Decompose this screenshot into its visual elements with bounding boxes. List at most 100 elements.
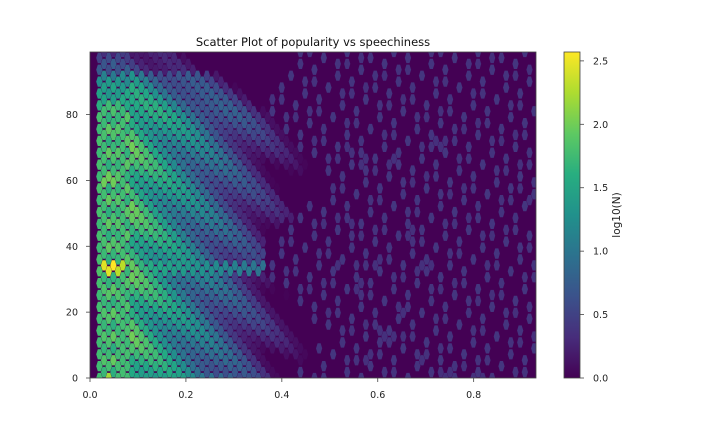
hexbin-cell xyxy=(161,112,168,123)
hexbin-cell xyxy=(451,361,458,372)
hexbin-cell xyxy=(100,343,108,354)
hexbin-cell xyxy=(96,52,103,64)
hexbin-cell xyxy=(203,236,210,247)
hexbin-cell xyxy=(166,106,173,117)
hexbin-cell xyxy=(395,230,402,241)
hexbin-cell xyxy=(189,313,196,324)
hexbin-cell xyxy=(503,70,510,81)
hexbin-cell xyxy=(521,129,528,141)
hexbin-cell xyxy=(526,385,532,395)
hexbin-cell xyxy=(241,189,248,200)
hexbin-cell xyxy=(176,379,182,389)
hexbin-cell xyxy=(535,223,536,225)
hexbin-cell xyxy=(278,236,285,247)
hexbin-cell xyxy=(535,306,536,308)
hexbin-cell xyxy=(208,278,215,289)
hexbin-cell xyxy=(185,165,192,176)
hexbin-cell xyxy=(517,100,524,111)
hexbin-cell xyxy=(348,159,355,170)
hexbin-cell xyxy=(512,366,519,378)
hexbin-cell xyxy=(157,212,164,224)
hexbin-cell xyxy=(297,153,304,164)
hexbin-cell xyxy=(222,129,229,141)
hexbin-cell xyxy=(245,361,253,372)
hexbin-cell xyxy=(199,325,206,336)
hexbin-cell xyxy=(133,337,140,348)
hexbin-cell xyxy=(213,379,219,389)
hexbin-cell xyxy=(161,325,168,336)
hexbin-cell xyxy=(231,260,239,271)
hexbin-cell xyxy=(152,171,159,182)
hexbin-cell xyxy=(259,366,267,378)
hexbin-cell xyxy=(456,165,463,176)
hexbin-cell xyxy=(199,278,206,289)
hexbin-cell xyxy=(264,147,271,158)
hexbin-cell xyxy=(302,159,309,170)
hexbin-cell xyxy=(96,64,103,75)
hexbin-cell xyxy=(152,195,159,206)
hexbin-cell xyxy=(189,76,196,87)
hexbin-cell xyxy=(133,88,140,99)
hexbin-cell xyxy=(185,248,192,259)
hexbin-cell xyxy=(231,355,239,366)
hexbin-cell xyxy=(372,70,379,81)
hexbin-cell xyxy=(292,337,299,348)
hexbin-cell xyxy=(479,313,486,324)
hexbin-cell xyxy=(231,141,239,152)
hexbin-cell xyxy=(119,82,126,93)
hexbin-cell xyxy=(138,35,144,45)
hexbin-cell xyxy=(386,171,393,182)
hexbin-cell xyxy=(147,82,154,93)
hexbin-cell xyxy=(306,284,313,295)
hexbin-cell xyxy=(105,159,112,170)
hexbin-cell xyxy=(479,242,486,253)
hexbin-cell xyxy=(390,284,397,295)
hexbin-cell xyxy=(129,52,136,58)
hexbin-cell xyxy=(306,52,313,58)
hexbin-cell xyxy=(442,135,449,146)
hexbin-cell xyxy=(292,147,299,158)
hexbin-cell xyxy=(381,224,388,235)
hexbin-cell xyxy=(227,135,234,146)
hexbin-cell xyxy=(475,58,482,69)
hexbin-cell xyxy=(166,118,173,129)
hexbin-cell xyxy=(311,76,318,87)
hexbin-cell xyxy=(217,372,224,378)
hexbin-cell xyxy=(223,379,229,389)
hexbin-cell xyxy=(437,366,444,378)
hexbin-cell xyxy=(138,379,144,389)
hexbin-cell xyxy=(119,284,126,295)
hexbin-cell xyxy=(147,331,154,342)
hexbin-cell xyxy=(245,171,253,182)
hexbin-cell xyxy=(171,206,178,218)
hexbin-cell xyxy=(475,212,482,224)
hexbin-cell xyxy=(236,313,243,324)
hexbin-cell xyxy=(358,159,365,170)
hexbin-cell xyxy=(269,118,276,129)
hexbin-cell xyxy=(442,218,449,229)
hexbin-cell xyxy=(100,366,108,378)
hexbin-cell xyxy=(213,272,220,283)
hexbin-cell xyxy=(100,272,108,283)
hexbin-cell xyxy=(152,242,159,253)
hexbin-cell xyxy=(199,313,206,324)
hexbin-cell xyxy=(241,260,248,271)
hexbin-cell xyxy=(129,82,136,93)
hexbin-cell xyxy=(339,100,346,111)
hexbin-cell xyxy=(222,272,229,283)
hexbin-cell xyxy=(105,230,112,241)
hexbin-cell xyxy=(110,295,117,307)
hexbin-cell xyxy=(194,82,201,93)
hexbin-cell xyxy=(106,385,112,395)
hexbin-cell xyxy=(194,189,201,200)
colorbar-gradient xyxy=(563,51,581,379)
hexbin-cell xyxy=(100,355,108,366)
hexbin-cell xyxy=(292,112,299,123)
hexbin-cell xyxy=(386,242,393,253)
hexbin-cell xyxy=(390,355,397,366)
hexbin-cell xyxy=(222,355,229,366)
hexbin-cell xyxy=(390,52,397,58)
y-tick-label: 0 xyxy=(72,374,78,385)
hexbin-cell xyxy=(138,52,145,58)
hexbin-cell xyxy=(213,129,220,141)
